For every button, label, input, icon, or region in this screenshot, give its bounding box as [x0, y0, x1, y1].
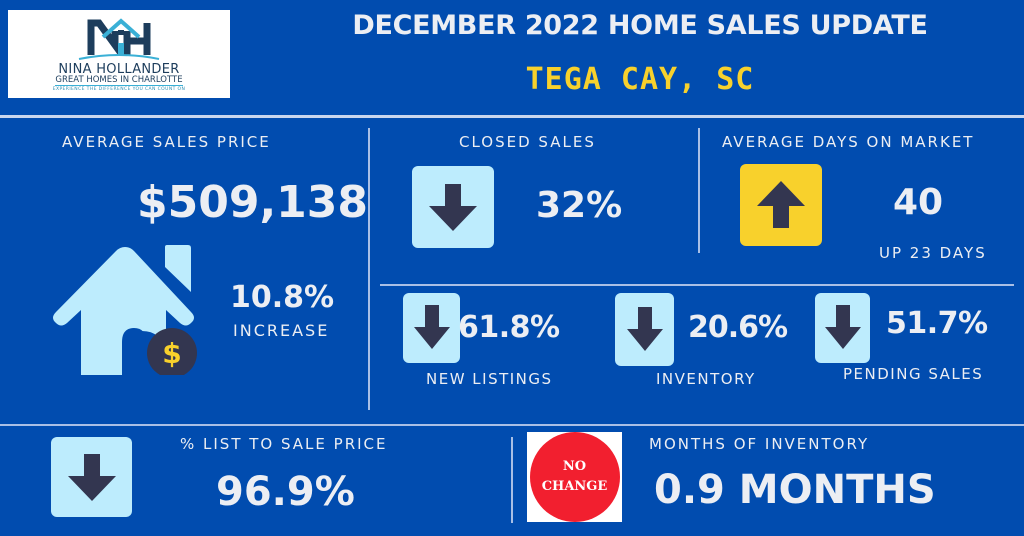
nh-house-logo-icon — [78, 17, 160, 60]
logo-name: NINA HOLLANDER — [58, 61, 180, 77]
list-to-sale-label: % LIST TO SALE PRICE — [180, 435, 388, 453]
new-listings-label: NEW LISTINGS — [426, 370, 553, 388]
divider-bottom — [0, 424, 1024, 426]
no-change-line1: NO — [562, 459, 587, 474]
avg-sales-price-value: $509,138 — [137, 177, 369, 228]
list-to-sale-value: 96.9% — [216, 469, 355, 515]
avg-sales-price-change-label: INCREASE — [233, 321, 330, 340]
logo-subtitle: GREAT HOMES IN CHARLOTTE — [55, 74, 183, 86]
divider-vertical-left — [368, 128, 370, 410]
closed-sales-arrow-box — [412, 166, 494, 248]
pending-sales-label: PENDING SALES — [843, 365, 984, 383]
no-change-badge: NO CHANGE — [527, 432, 622, 522]
new-listings-value: 61.8% — [458, 310, 560, 345]
page-title: DECEMBER 2022 HOME SALES UPDATE — [352, 10, 928, 41]
days-on-market-arrow-box — [740, 164, 822, 246]
logo: NINA HOLLANDER GREAT HOMES IN CHARLOTTE … — [8, 10, 230, 98]
logo-tagline: EXPERIENCE THE DIFFERENCE YOU CAN COUNT … — [52, 86, 186, 92]
svg-text:$: $ — [162, 337, 181, 370]
pending-sales-value: 51.7% — [886, 306, 988, 341]
header-divider — [0, 115, 1024, 118]
months-of-inventory-label: MONTHS OF INVENTORY — [649, 435, 870, 453]
no-change-circle-icon: NO CHANGE — [529, 432, 620, 522]
inventory-value: 20.6% — [688, 310, 788, 345]
location-title: TEGA CAY, SC — [525, 62, 755, 97]
days-on-market-sub-label: UP 23 DAYS — [879, 244, 987, 262]
arrow-down-icon — [413, 305, 450, 349]
arrow-down-icon — [67, 454, 116, 501]
arrow-up-icon — [757, 181, 805, 228]
new-listings-arrow-box — [403, 293, 460, 363]
closed-sales-value: 32% — [536, 185, 623, 226]
inventory-arrow-box — [615, 293, 674, 366]
days-on-market-value: 40 — [893, 182, 944, 223]
closed-sales-label: CLOSED SALES — [459, 133, 596, 151]
list-to-sale-arrow-box — [51, 437, 132, 517]
arrow-down-icon — [429, 184, 477, 231]
no-change-line2: CHANGE — [541, 479, 608, 494]
house-dollar-icon: $ — [53, 245, 197, 375]
divider-middle — [380, 284, 1014, 286]
divider-vertical-right — [698, 128, 700, 253]
pending-sales-arrow-box — [815, 293, 870, 363]
arrow-down-icon — [824, 305, 861, 349]
months-of-inventory-value: 0.9 MONTHS — [654, 467, 936, 513]
arrow-down-icon — [626, 306, 663, 351]
divider-vertical-bottom — [511, 437, 513, 523]
inventory-label: INVENTORY — [656, 370, 756, 388]
days-on-market-label: AVERAGE DAYS ON MARKET — [722, 133, 975, 151]
avg-sales-price-label: AVERAGE SALES PRICE — [62, 133, 271, 151]
avg-sales-price-change: 10.8% — [230, 280, 335, 315]
